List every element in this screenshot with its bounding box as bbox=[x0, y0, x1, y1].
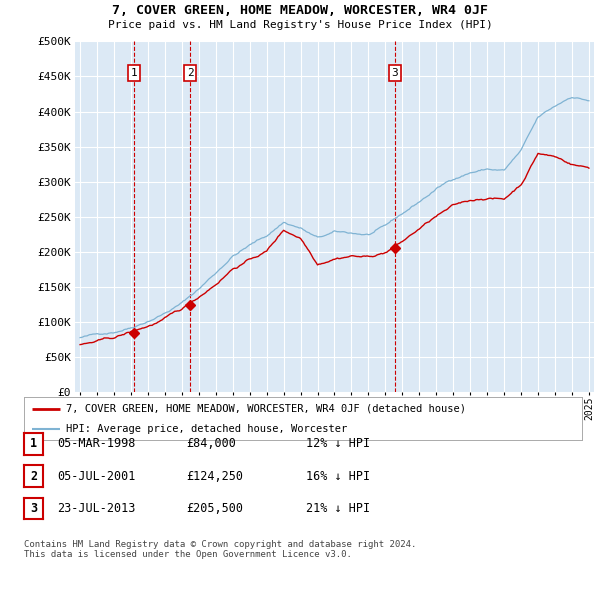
Text: 16% ↓ HPI: 16% ↓ HPI bbox=[306, 470, 370, 483]
Text: 7, COVER GREEN, HOME MEADOW, WORCESTER, WR4 0JF (detached house): 7, COVER GREEN, HOME MEADOW, WORCESTER, … bbox=[66, 404, 466, 414]
Text: 05-MAR-1998: 05-MAR-1998 bbox=[57, 437, 136, 450]
Text: 7, COVER GREEN, HOME MEADOW, WORCESTER, WR4 0JF: 7, COVER GREEN, HOME MEADOW, WORCESTER, … bbox=[112, 4, 488, 17]
Text: HPI: Average price, detached house, Worcester: HPI: Average price, detached house, Worc… bbox=[66, 424, 347, 434]
Text: 12% ↓ HPI: 12% ↓ HPI bbox=[306, 437, 370, 450]
Text: 21% ↓ HPI: 21% ↓ HPI bbox=[306, 502, 370, 515]
Text: Contains HM Land Registry data © Crown copyright and database right 2024.
This d: Contains HM Land Registry data © Crown c… bbox=[24, 540, 416, 559]
Text: 3: 3 bbox=[30, 502, 37, 515]
Text: 05-JUL-2001: 05-JUL-2001 bbox=[57, 470, 136, 483]
Text: 23-JUL-2013: 23-JUL-2013 bbox=[57, 502, 136, 515]
Text: 2: 2 bbox=[187, 68, 194, 78]
Text: £205,500: £205,500 bbox=[186, 502, 243, 515]
Text: 1: 1 bbox=[30, 437, 37, 450]
Text: 2: 2 bbox=[30, 470, 37, 483]
Text: £124,250: £124,250 bbox=[186, 470, 243, 483]
Text: Price paid vs. HM Land Registry's House Price Index (HPI): Price paid vs. HM Land Registry's House … bbox=[107, 20, 493, 30]
Text: 3: 3 bbox=[391, 68, 398, 78]
Text: £84,000: £84,000 bbox=[186, 437, 236, 450]
Text: 1: 1 bbox=[130, 68, 137, 78]
